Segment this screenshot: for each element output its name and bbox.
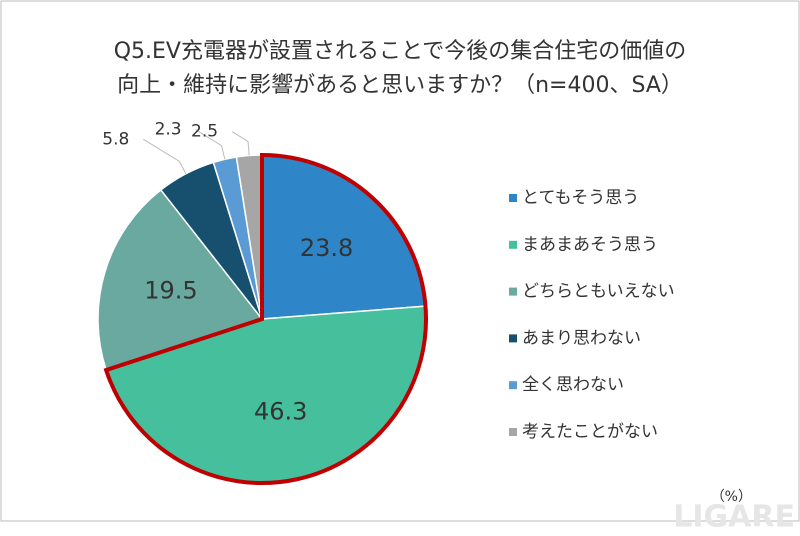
chart-title: 向上・維持に影響があると思いますか？（n=400、SA） [117, 73, 683, 98]
data-label: 23.8 [300, 234, 353, 262]
legend-swatch [509, 428, 517, 436]
data-label: 2.3 [155, 120, 182, 140]
legend-label: どちらともいえない [522, 282, 675, 302]
highlight-outline [103, 152, 428, 485]
legend-swatch [509, 240, 517, 249]
chart-title: Q5.EV充電器が設置されることで今後の集合住宅の価値の [114, 39, 687, 64]
leader-line [231, 131, 250, 156]
watermark: LIGARE [673, 500, 795, 533]
data-label: 46.3 [254, 397, 307, 425]
data-label: 19.5 [144, 276, 197, 304]
legend-swatch [509, 334, 517, 343]
legend-label: 考えたことがない [522, 422, 658, 442]
legend-swatch [509, 287, 517, 296]
legend-swatch [509, 381, 517, 390]
unit-label: （%） [711, 489, 752, 505]
legend-label: あまり思わない [522, 328, 641, 348]
leader-line [195, 129, 226, 160]
data-label: 5.8 [102, 129, 129, 149]
data-label: 2.5 [191, 122, 218, 142]
legend-label: とてもそう思う [522, 188, 639, 208]
legend-label: まあまあそう思う [522, 235, 658, 255]
pie-slice [97, 188, 264, 372]
legend-swatch [509, 194, 517, 202]
leader-line [143, 138, 187, 174]
legend-label: 全く思わない [522, 375, 624, 395]
